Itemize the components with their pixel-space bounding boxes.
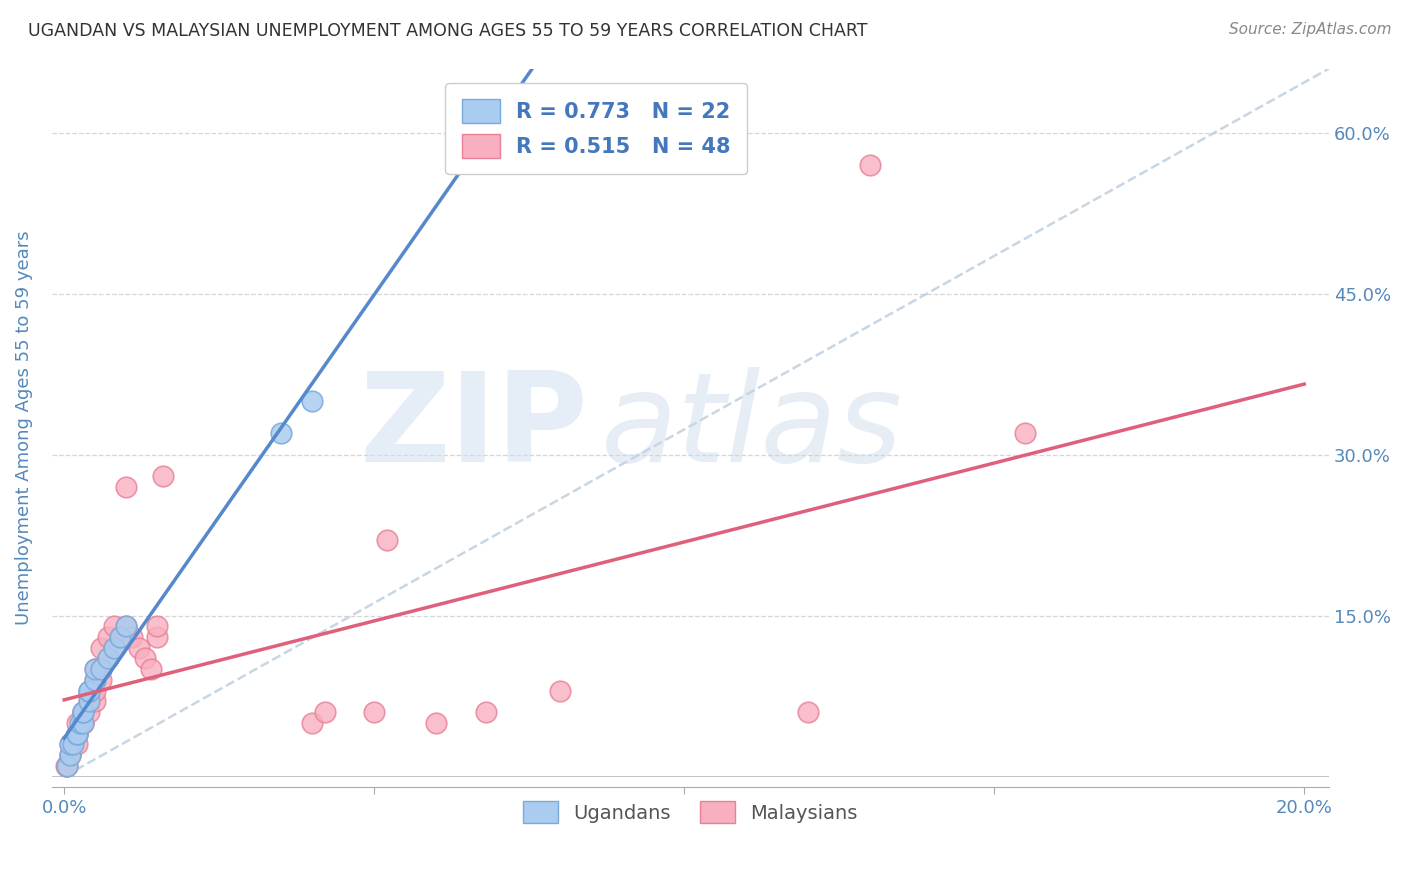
Point <box>314 705 336 719</box>
Point <box>65 715 87 730</box>
Point <box>77 694 100 708</box>
Point <box>363 705 385 719</box>
Point <box>270 426 292 441</box>
Point <box>103 640 125 655</box>
Point <box>1014 426 1036 441</box>
Point <box>59 747 82 762</box>
Point <box>59 737 82 751</box>
Point <box>72 715 94 730</box>
Point <box>59 737 82 751</box>
Point <box>108 630 131 644</box>
Point <box>96 651 118 665</box>
Legend: Ugandans, Malaysians: Ugandans, Malaysians <box>512 789 870 835</box>
Point <box>84 662 107 676</box>
Point <box>55 758 77 772</box>
Point <box>65 726 87 740</box>
Point <box>77 683 100 698</box>
Point <box>103 619 125 633</box>
Y-axis label: Unemployment Among Ages 55 to 59 years: Unemployment Among Ages 55 to 59 years <box>15 230 32 625</box>
Point <box>65 726 87 740</box>
Point <box>72 715 94 730</box>
Point <box>84 662 107 676</box>
Point <box>90 673 112 687</box>
Point <box>96 630 118 644</box>
Point <box>139 662 162 676</box>
Point <box>65 737 87 751</box>
Point <box>77 683 100 698</box>
Point <box>72 705 94 719</box>
Point <box>84 673 107 687</box>
Point <box>474 705 496 719</box>
Point <box>108 630 131 644</box>
Point <box>115 480 138 494</box>
Point <box>797 705 820 719</box>
Text: ZIP: ZIP <box>360 368 588 488</box>
Point <box>84 694 107 708</box>
Text: UGANDAN VS MALAYSIAN UNEMPLOYMENT AMONG AGES 55 TO 59 YEARS CORRELATION CHART: UGANDAN VS MALAYSIAN UNEMPLOYMENT AMONG … <box>28 22 868 40</box>
Point <box>146 619 169 633</box>
Point <box>77 705 100 719</box>
Point <box>859 158 882 172</box>
Point <box>72 715 94 730</box>
Text: Source: ZipAtlas.com: Source: ZipAtlas.com <box>1229 22 1392 37</box>
Point <box>72 705 94 719</box>
Point <box>65 726 87 740</box>
Point <box>152 469 174 483</box>
Point <box>128 640 150 655</box>
Point <box>548 683 571 698</box>
Point <box>425 715 447 730</box>
Point <box>59 747 82 762</box>
Point <box>84 683 107 698</box>
Point <box>56 758 79 772</box>
Point <box>121 630 143 644</box>
Point <box>62 737 84 751</box>
Point <box>134 651 156 665</box>
Point <box>115 619 138 633</box>
Point <box>72 705 94 719</box>
Point <box>301 715 323 730</box>
Point <box>59 747 82 762</box>
Point <box>90 640 112 655</box>
Point <box>65 726 87 740</box>
Point <box>56 758 79 772</box>
Point <box>301 394 323 409</box>
Point <box>90 662 112 676</box>
Point <box>115 619 138 633</box>
Point <box>146 630 169 644</box>
Point <box>90 662 112 676</box>
Point <box>103 640 125 655</box>
Point <box>77 683 100 698</box>
Point <box>96 651 118 665</box>
Point <box>69 715 91 730</box>
Point <box>375 533 398 548</box>
Point <box>72 705 94 719</box>
Point <box>62 737 84 751</box>
Point <box>77 694 100 708</box>
Point <box>84 673 107 687</box>
Text: atlas: atlas <box>600 368 903 488</box>
